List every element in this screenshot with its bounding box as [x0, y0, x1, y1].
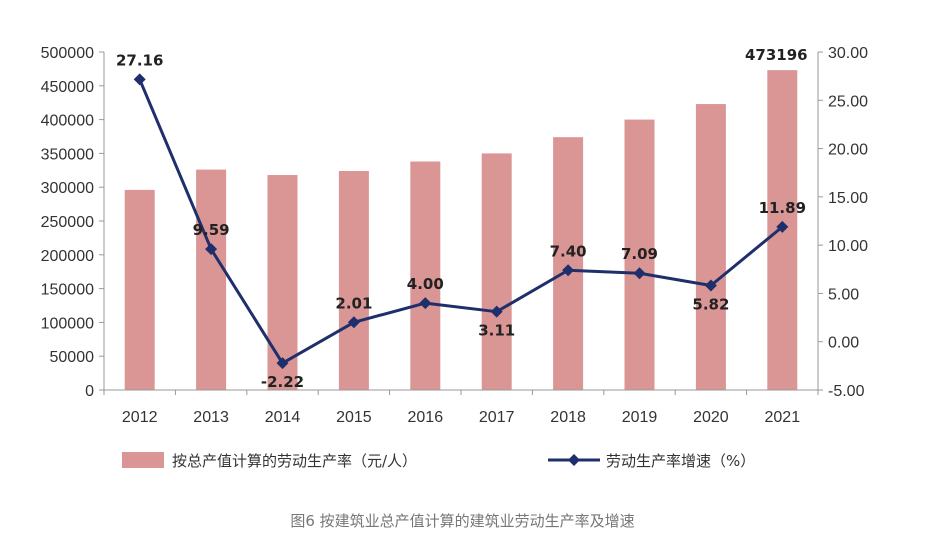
line-data-label: -2.22: [261, 373, 304, 391]
bar: [267, 175, 298, 390]
line-data-label: 3.11: [478, 322, 515, 340]
left-tick-label: 50000: [50, 349, 95, 366]
left-tick-label: 300000: [41, 180, 94, 197]
x-tick-label: 2012: [122, 409, 158, 426]
right-tick-label: 25.00: [828, 93, 868, 110]
right-tick-label: 0.00: [828, 335, 859, 352]
line-layer: [133, 73, 789, 370]
x-tick-label: 2013: [193, 409, 229, 426]
left-tick-label: 150000: [41, 282, 94, 299]
line-point: [776, 220, 789, 233]
bar: [481, 153, 512, 390]
right-tick-label: 30.00: [828, 45, 868, 62]
line-point: [633, 267, 646, 280]
legend-line-label: 劳动生产率增速（%）: [606, 452, 755, 470]
line-point: [419, 297, 432, 310]
x-tick-label: 2014: [265, 409, 301, 426]
bar-data-label: 473196: [745, 46, 808, 64]
x-tick-label: 2020: [693, 409, 729, 426]
left-tick-label: 200000: [41, 248, 94, 265]
left-tick-label: 100000: [41, 315, 94, 332]
x-tick-label: 2018: [550, 409, 586, 426]
legend-bar-label: 按总产值计算的劳动生产率（元/人）: [172, 452, 417, 470]
line-data-label: 11.89: [759, 199, 806, 217]
figure-caption: 图6 按建筑业总产值计算的建筑业劳动生产率及增速: [290, 512, 635, 530]
x-tick-label: 2015: [336, 409, 372, 426]
x-tick-label: 2016: [408, 409, 444, 426]
bars-layer: [124, 70, 798, 390]
right-tick-label: 10.00: [828, 238, 868, 255]
right-tick-label: 15.00: [828, 190, 868, 207]
line-point: [133, 73, 146, 86]
legend-bar-swatch: [122, 452, 164, 468]
line-point: [347, 316, 360, 329]
line-data-label: 27.16: [116, 51, 163, 69]
x-tick-label: 2017: [479, 409, 515, 426]
bar: [695, 104, 726, 390]
legend: 按总产值计算的劳动生产率（元/人） 劳动生产率增速（%）: [122, 452, 755, 470]
line-data-label: 7.40: [550, 242, 587, 260]
x-tick-label: 2019: [622, 409, 658, 426]
right-tick-label: -5.00: [828, 383, 865, 400]
line-point: [562, 264, 575, 277]
left-tick-label: 500000: [41, 45, 94, 62]
right-tick-label: 20.00: [828, 142, 868, 159]
bar: [410, 161, 441, 390]
left-tick-label: 350000: [41, 146, 94, 163]
chart: 0 50000 100000 150000 200000 250000 300000 3500…: [41, 45, 869, 470]
line-point: [704, 279, 717, 292]
line-point: [276, 357, 289, 370]
line-data-label: 7.09: [621, 245, 658, 263]
bar: [553, 137, 584, 390]
line-data-label: 2.01: [335, 294, 372, 312]
right-tick-label: 5.00: [828, 286, 859, 303]
left-tick-label: 400000: [41, 113, 94, 130]
legend-line-marker: [568, 454, 580, 466]
line-data-label: 9.59: [193, 221, 230, 239]
bar: [624, 119, 655, 390]
left-tick-label: 250000: [41, 214, 94, 231]
line-point: [205, 243, 218, 256]
bar: [196, 169, 227, 390]
labels-layer: 27.16 9.59 -2.22 2.01 4.00 3.11 7.40 7.09 5.82 11…: [116, 46, 808, 391]
line-series-path: [138, 78, 784, 365]
line-point: [490, 305, 503, 318]
bar: [124, 189, 155, 390]
bar: [338, 170, 369, 390]
axes-layer: 0 50000 100000 150000 200000 250000 300000 3500…: [41, 45, 869, 426]
left-tick-label: 450000: [41, 79, 94, 96]
left-tick-label: 0: [85, 383, 94, 400]
x-tick-label: 2021: [765, 409, 801, 426]
line-data-label: 4.00: [407, 275, 444, 293]
line-data-label: 5.82: [692, 296, 729, 314]
